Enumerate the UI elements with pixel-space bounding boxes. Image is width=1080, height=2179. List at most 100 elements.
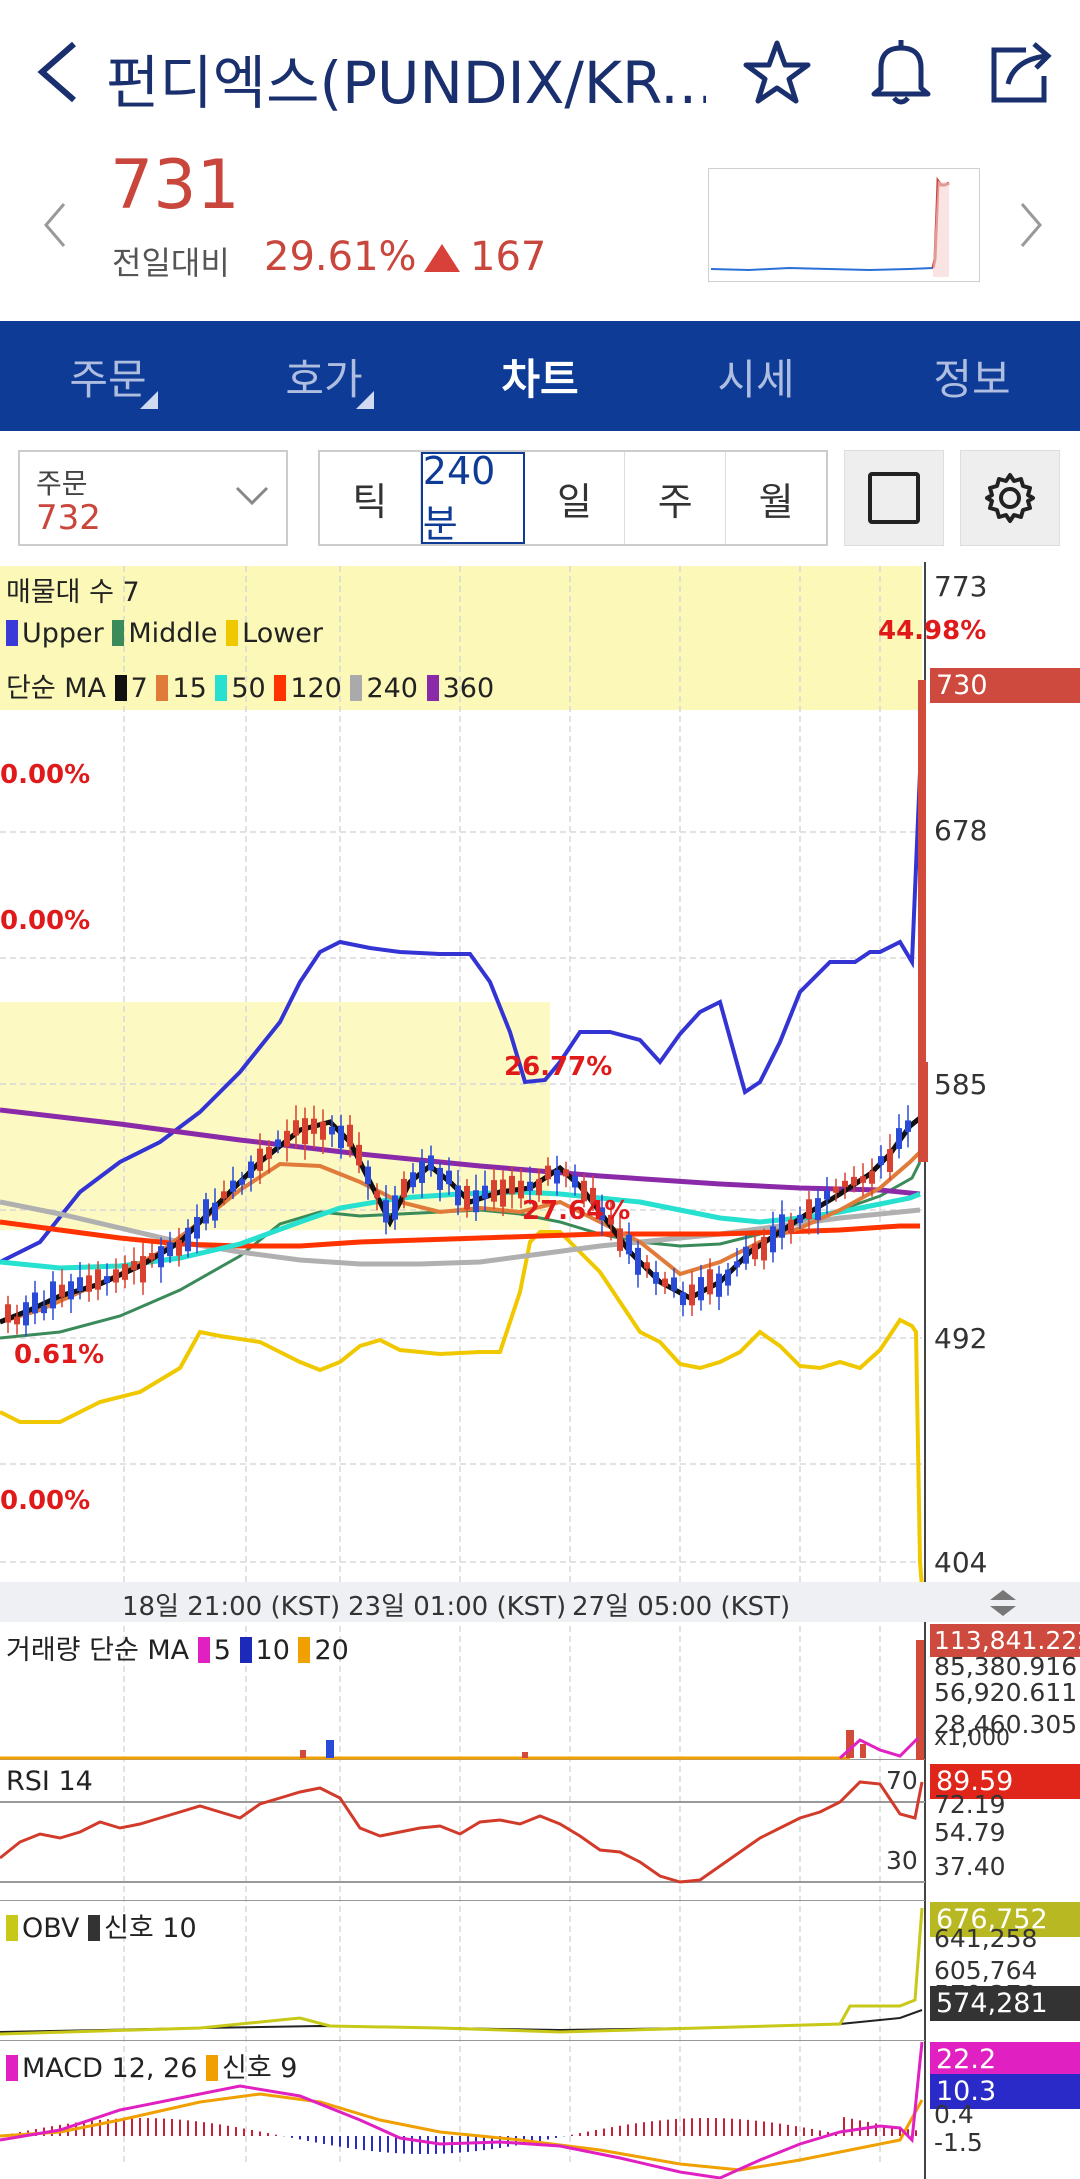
change-value: 167	[470, 234, 547, 280]
candle-body	[68, 1281, 74, 1300]
candle-body	[284, 1130, 290, 1147]
candle-body	[257, 1148, 263, 1171]
mini-chart[interactable]	[708, 168, 980, 282]
share-button[interactable]	[986, 38, 1056, 108]
candle-body	[725, 1269, 731, 1286]
ma240-label: 240	[366, 673, 418, 704]
period-week[interactable]: 주	[625, 452, 727, 544]
rsi-legend: RSI 14	[6, 1766, 93, 1797]
share-icon	[991, 42, 1052, 103]
volume-legend: 거래량 단순 MA 5 10 20	[6, 1628, 349, 1667]
candle-body	[878, 1156, 884, 1165]
volume-axis-label: 28,460.305	[934, 1710, 1078, 1739]
volume-axis-label: 85,380.916	[934, 1652, 1078, 1681]
obv-swatch	[6, 1915, 18, 1941]
bb-middle-swatch	[112, 620, 125, 646]
resize-handle[interactable]	[986, 1588, 1020, 1622]
favorite-button[interactable]	[742, 38, 812, 108]
candle-body	[86, 1275, 92, 1292]
candle-body	[815, 1198, 821, 1221]
candle-body	[365, 1166, 371, 1185]
tab-quotes[interactable]: 시세	[648, 321, 864, 431]
alert-button[interactable]	[866, 36, 936, 106]
tab-info[interactable]: 정보	[864, 321, 1080, 431]
candle-body	[527, 1181, 533, 1191]
tab-chart[interactable]: 차트	[432, 321, 648, 431]
obv-chart	[0, 1900, 925, 2036]
rsi-chart	[0, 1780, 925, 1884]
back-button[interactable]	[28, 36, 88, 106]
tab-order[interactable]: 주문	[0, 321, 216, 431]
volume-profile-pct-4: 0.00%	[0, 1486, 91, 1516]
macd-axis-label: 0.4	[934, 2100, 974, 2129]
ma360-label: 360	[442, 673, 495, 704]
macd-swatch	[6, 2055, 18, 2081]
candle-body	[896, 1128, 902, 1149]
settings-button[interactable]	[960, 450, 1060, 546]
period-tick[interactable]: 틱	[320, 452, 421, 544]
candle-body	[734, 1261, 740, 1268]
candle-body	[293, 1120, 299, 1136]
period-day[interactable]: 일	[525, 452, 626, 544]
candle-body	[329, 1126, 335, 1135]
ma120-label: 120	[290, 673, 342, 704]
ma360-swatch	[426, 675, 439, 701]
candle-body	[392, 1195, 398, 1220]
obv-signal-tag: 574,281	[930, 1986, 1080, 2021]
change-label: 전일대비	[112, 244, 230, 282]
square-icon	[868, 472, 920, 524]
period-month[interactable]: 월	[758, 479, 794, 524]
ma7-swatch	[114, 675, 127, 701]
next-item-button[interactable]	[1016, 200, 1046, 250]
candle-body	[644, 1262, 650, 1269]
candle-body	[122, 1263, 128, 1280]
period-240min[interactable]: 240분	[420, 449, 525, 546]
bb-legend: Upper Middle Lower	[6, 618, 323, 649]
price-chart[interactable]	[0, 562, 1080, 2179]
candle-body	[662, 1278, 668, 1287]
candle-body	[518, 1180, 524, 1199]
candle-body	[347, 1124, 353, 1147]
tab-orderbook-label: 호가	[285, 354, 363, 404]
candle-body	[131, 1261, 137, 1270]
obv-legend: OBV 신호 10	[6, 1906, 197, 1945]
dropdown-corner-icon	[140, 391, 158, 409]
candle-body	[797, 1214, 803, 1223]
macd-current-tag: 22.2	[930, 2042, 1080, 2077]
candle-body	[275, 1139, 281, 1147]
candle-body	[689, 1284, 695, 1306]
candlesticks	[5, 1105, 911, 1337]
ma-legend: 단순 MA 7 15 50 120 240 360	[6, 666, 494, 705]
candle-body	[482, 1185, 488, 1199]
vol-ma20-label: 20	[314, 1635, 349, 1666]
vol-ma10-label: 10	[255, 1635, 290, 1666]
rsi-axis-label: 37.40	[934, 1852, 1006, 1881]
ma50-swatch	[215, 675, 228, 701]
candle-body	[716, 1273, 722, 1297]
order-dropdown[interactable]	[18, 450, 288, 546]
vol-ma5-label: 5	[213, 1635, 231, 1666]
volume-profile-pct-2: 0.00%	[0, 906, 91, 936]
ma120-swatch	[274, 675, 287, 701]
volume-max-tag: 113,841.222	[930, 1624, 1080, 1657]
fullscreen-button[interactable]	[844, 450, 944, 546]
candle-body	[581, 1180, 587, 1202]
candle-body	[455, 1185, 461, 1206]
time-label: 27일 05:00 (KST)	[572, 1592, 791, 1622]
candle-body	[707, 1269, 713, 1295]
high-change-annotation: 44.98%	[878, 616, 987, 646]
candle-body	[500, 1179, 506, 1207]
macd-chart	[0, 2040, 925, 2179]
candle-body	[77, 1277, 83, 1291]
legend-highlight	[0, 566, 922, 710]
candle-body	[311, 1118, 317, 1134]
tab-orderbook[interactable]: 호가	[216, 321, 432, 431]
order-dropdown-label: 주문	[36, 467, 88, 500]
ma7-label: 7	[130, 673, 148, 704]
prev-item-button[interactable]	[40, 200, 70, 250]
candle-body	[653, 1272, 659, 1284]
vol-ma20-swatch	[298, 1637, 311, 1663]
price-axis-label: 585	[934, 1068, 988, 1101]
back-arrow-icon	[37, 41, 76, 103]
bb-upper-line	[0, 751, 924, 1264]
